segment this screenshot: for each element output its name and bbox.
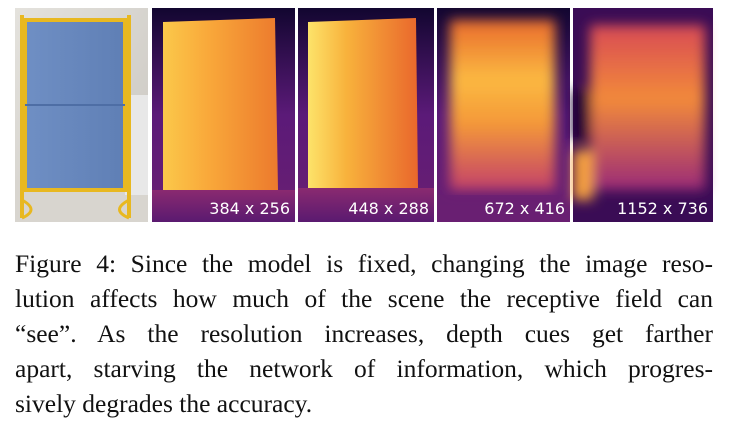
resolution-label: 1152 x 736 <box>617 199 708 218</box>
depth-map: 672 x 416 <box>437 8 570 222</box>
resolution-label: 448 x 288 <box>348 199 429 218</box>
caption-line: “see”. As the resolution increases, dept… <box>15 319 713 348</box>
caption-line: apart, starving the network of informati… <box>15 354 713 383</box>
caption-line: lution affects how much of the scene the… <box>15 284 713 313</box>
caption-line: Figure 4: Since the model is fixed, chan… <box>15 249 713 278</box>
depth-map: 384 x 256 <box>152 8 295 222</box>
photo <box>15 8 148 222</box>
figure-images: 384 x 256 448 x 288 672 x 416 1152 x 736 <box>15 8 713 222</box>
resolution-label: 672 x 416 <box>484 199 565 218</box>
resolution-label: 384 x 256 <box>209 199 290 218</box>
depth-map: 1152 x 736 <box>573 8 713 222</box>
caption: Figure 4: Since the model is fixed, chan… <box>15 246 713 421</box>
caption-line: sively degrades the accuracy. <box>15 389 313 418</box>
depth-map: 448 x 288 <box>298 8 434 222</box>
